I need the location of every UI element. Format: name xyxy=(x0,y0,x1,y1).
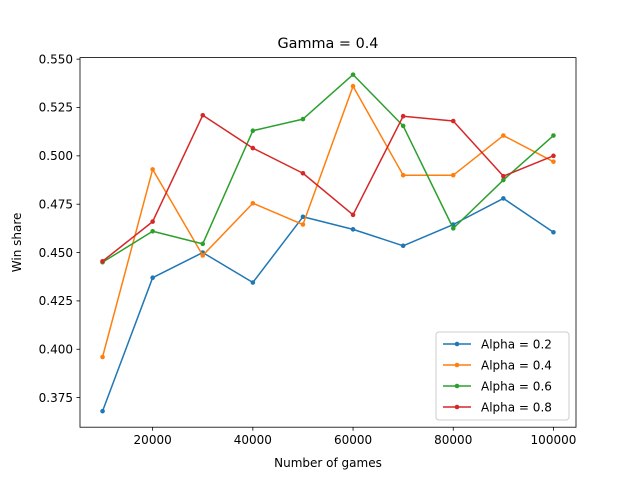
series-1 xyxy=(100,196,556,414)
legend: Alpha = 0.2 Alpha = 0.4 Alpha = 0.6 Alpha =… xyxy=(435,331,570,421)
data-point xyxy=(100,408,105,414)
data-point xyxy=(250,145,256,151)
legend-swatch-marker xyxy=(454,383,460,389)
data-point xyxy=(400,172,406,178)
series-2 xyxy=(100,83,556,360)
data-point xyxy=(350,83,356,89)
data-point xyxy=(200,253,206,258)
data-point xyxy=(200,241,206,247)
data-point xyxy=(501,133,506,138)
data-point xyxy=(250,280,256,285)
data-point xyxy=(551,229,556,235)
legend-swatch-marker xyxy=(454,362,460,368)
series-3 xyxy=(100,72,556,265)
x-axis-label: Number of games xyxy=(274,456,382,470)
data-point xyxy=(350,212,356,218)
data-point xyxy=(100,258,105,264)
y-tick-label: 0.375 xyxy=(39,391,73,405)
data-point xyxy=(350,227,356,232)
series-layer xyxy=(100,72,556,414)
legend-label: Alpha = 0.8 xyxy=(481,400,552,414)
data-point xyxy=(551,153,556,159)
x-tick-label: 20000 xyxy=(134,433,172,447)
y-ticks: 0.375 0.400 0.425 0.450 0.475 0.500 0.525 0.550 xyxy=(39,52,80,405)
data-point xyxy=(200,112,206,118)
data-point xyxy=(250,128,256,134)
y-tick-label: 0.425 xyxy=(39,294,73,308)
legend-entry: Alpha = 0.6 xyxy=(443,379,552,393)
x-tick-label: 60000 xyxy=(334,433,372,447)
data-point xyxy=(551,133,556,138)
legend-label: Alpha = 0.4 xyxy=(481,358,552,372)
x-tick-label: 80000 xyxy=(434,433,472,447)
legend-entry: Alpha = 0.4 xyxy=(443,358,552,372)
plot-frame xyxy=(79,57,577,428)
data-point xyxy=(300,222,306,227)
data-point xyxy=(100,354,105,360)
data-point xyxy=(501,177,506,183)
legend-entry: Alpha = 0.8 xyxy=(443,400,552,414)
y-tick-label: 0.550 xyxy=(39,52,73,66)
x-tick-label: 40000 xyxy=(234,433,272,447)
y-tick-label: 0.475 xyxy=(39,197,73,211)
legend-swatch-marker xyxy=(454,404,460,410)
series-line xyxy=(101,85,554,358)
data-point xyxy=(450,118,456,124)
y-tick-label: 0.500 xyxy=(39,149,73,163)
chart-title: Gamma = 0.4 xyxy=(278,36,379,52)
data-point xyxy=(300,214,306,220)
data-point xyxy=(300,170,306,176)
data-point xyxy=(150,228,155,234)
y-axis-label: Win share xyxy=(10,213,24,273)
data-point xyxy=(551,159,556,164)
legend-frame xyxy=(435,331,570,421)
data-point xyxy=(150,275,155,281)
data-point xyxy=(300,116,306,122)
x-tick-label: 100000 xyxy=(531,433,577,447)
data-point xyxy=(400,113,406,119)
data-point xyxy=(400,243,406,249)
legend-label: Alpha = 0.2 xyxy=(481,337,552,351)
data-point xyxy=(450,226,456,231)
legend-items: Alpha = 0.2 Alpha = 0.4 Alpha = 0.6 Alpha =… xyxy=(443,337,552,414)
data-point xyxy=(450,172,456,178)
series-line xyxy=(101,197,554,412)
y-tick-label: 0.400 xyxy=(39,342,73,356)
legend-swatch-marker xyxy=(454,341,460,347)
x-ticks: 20000 40000 60000 80000 100000 xyxy=(134,427,577,447)
data-point xyxy=(501,173,506,179)
series-line xyxy=(102,114,554,262)
legend-entry: Alpha = 0.2 xyxy=(443,337,552,351)
data-point xyxy=(150,219,155,224)
series-4 xyxy=(100,112,556,264)
data-point xyxy=(150,167,155,172)
series-line xyxy=(102,73,554,263)
data-point xyxy=(350,72,356,77)
legend-label: Alpha = 0.6 xyxy=(481,379,552,393)
data-point xyxy=(501,196,506,201)
y-tick-label: 0.450 xyxy=(39,246,73,260)
data-point xyxy=(250,200,256,206)
y-tick-label: 0.525 xyxy=(39,101,73,115)
data-point xyxy=(400,123,406,129)
